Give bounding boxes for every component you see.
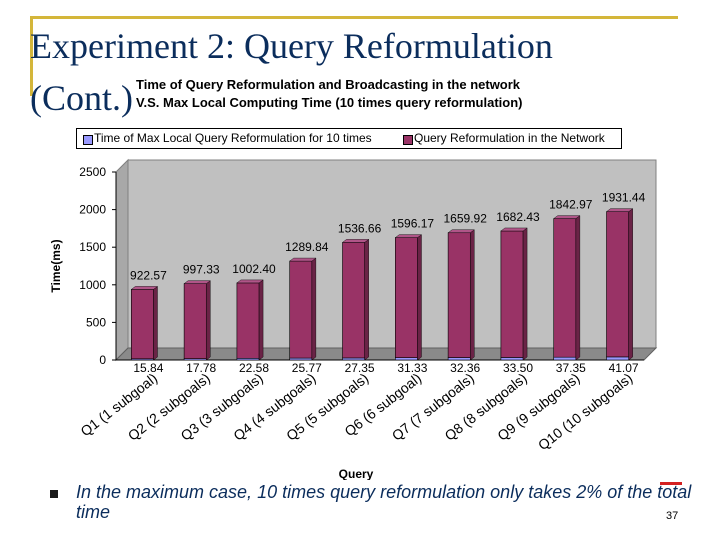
- bar-top-q9: [553, 215, 581, 219]
- data-label-network: 1289.84: [285, 240, 329, 254]
- bar-network-q9: [553, 218, 577, 358]
- bar-top-q3: [236, 279, 264, 284]
- bar-chart: 2500 2000 1500 1000 500 0 Time(ms) 922.57 15.84 Q…: [49, 158, 658, 480]
- bar-top-q6: [394, 234, 423, 238]
- data-label-network: 997.33: [183, 263, 220, 277]
- legend-swatch-network: [403, 135, 413, 145]
- data-label-network: 1842.97: [549, 198, 593, 212]
- bar-local-q8: [500, 357, 524, 361]
- bar-local-q10: [606, 356, 629, 361]
- bar-top-q10: [605, 208, 634, 212]
- data-label-network: 922.57: [130, 268, 167, 282]
- data-label-local: 22.58: [239, 361, 269, 375]
- bar-side-q9: [575, 215, 581, 361]
- bar-side-q4: [311, 257, 317, 361]
- bar-local-q7: [447, 357, 471, 361]
- y-tick-label: 2000: [79, 203, 106, 217]
- bar-side-q10: [628, 208, 633, 361]
- y-tick-label: 500: [86, 315, 106, 329]
- data-label-local: 41.07: [609, 361, 639, 375]
- bar-network-q5: [342, 242, 365, 359]
- y-tick-label: 1000: [79, 278, 106, 292]
- summary-note: In the maximum case, 10 times query refo…: [76, 482, 692, 522]
- title-accent-line: [30, 16, 678, 19]
- data-label-local: 31.33: [397, 361, 427, 375]
- legend-swatch-local: [83, 135, 93, 145]
- legend-label-local: Time of Max Local Query Reformulation fo…: [94, 131, 372, 145]
- bar-top-q1: [130, 286, 159, 290]
- data-label-network: 1596.17: [391, 217, 435, 231]
- slide-title: Experiment 2: Query Reformulation: [30, 26, 553, 66]
- bar-side-q3: [258, 279, 264, 361]
- chart-title-line1: Time of Query Reformulation and Broadcas…: [136, 77, 521, 92]
- page-number: 37: [666, 510, 679, 522]
- bar-network-q2: [183, 283, 207, 359]
- y-tick-label: 2500: [79, 165, 106, 179]
- data-label-network: 1002.40: [232, 262, 276, 276]
- title-accent-side: [30, 16, 33, 96]
- bar-network-q1: [131, 289, 154, 360]
- data-label-local: 32.36: [450, 361, 480, 375]
- chart-title: Time of Query Reformulation and Broadcas…: [136, 76, 522, 112]
- bar-side-q2: [206, 280, 211, 361]
- x-axis-label: Query: [339, 467, 374, 480]
- bar-side-q8: [522, 227, 528, 361]
- slide-title-cont: (Cont.): [30, 78, 133, 118]
- bar-network-q7: [447, 232, 471, 358]
- data-label-local: 25.77: [292, 361, 322, 375]
- chart-title-line2: V.S. Max Local Computing Time (10 times …: [136, 95, 523, 110]
- bar-side-q1: [153, 286, 158, 361]
- data-label-network: 1682.43: [496, 210, 540, 224]
- bar-network-q6: [395, 237, 418, 358]
- legend-label-network: Query Reformulation in the Network: [414, 131, 605, 145]
- bar-network-q10: [606, 211, 629, 358]
- y-axis-label: Time(ms): [49, 239, 63, 292]
- bar-top-q4: [289, 257, 317, 262]
- data-label-local: 15.84: [133, 361, 163, 375]
- data-label-local: 33.50: [503, 361, 533, 375]
- bullet-marker: [50, 490, 58, 498]
- data-label-network: 1536.66: [338, 221, 382, 235]
- bar-local-q9: [553, 356, 577, 361]
- chart-legend: Time of Max Local Query Reformulation fo…: [76, 128, 622, 149]
- bar-top-q2: [183, 280, 211, 284]
- y-tick-label: 1500: [79, 240, 106, 254]
- bar-local-q6: [395, 357, 418, 361]
- data-label-network: 1659.92: [444, 212, 488, 226]
- x-tick-label: Q10 (10 subgoals): [535, 370, 636, 454]
- bar-network-q3: [236, 282, 260, 359]
- data-label-network: 1931.44: [602, 191, 646, 205]
- bar-top-q8: [500, 227, 528, 232]
- pen-underline: [660, 482, 682, 485]
- bar-local-q5: [342, 357, 365, 361]
- side-wall: [115, 158, 129, 362]
- data-label-local: 37.35: [556, 361, 586, 375]
- data-label-local: 27.35: [345, 361, 375, 375]
- bar-network-q4: [289, 260, 313, 359]
- bar-side-q7: [470, 229, 475, 361]
- bar-top-q5: [341, 239, 370, 243]
- bar-top-q7: [447, 229, 475, 233]
- bar-network-q8: [500, 230, 524, 358]
- y-tick-label: 0: [99, 353, 106, 367]
- bar-side-q5: [364, 238, 369, 361]
- data-label-local: 17.78: [186, 361, 216, 375]
- bar-side-q6: [417, 234, 422, 361]
